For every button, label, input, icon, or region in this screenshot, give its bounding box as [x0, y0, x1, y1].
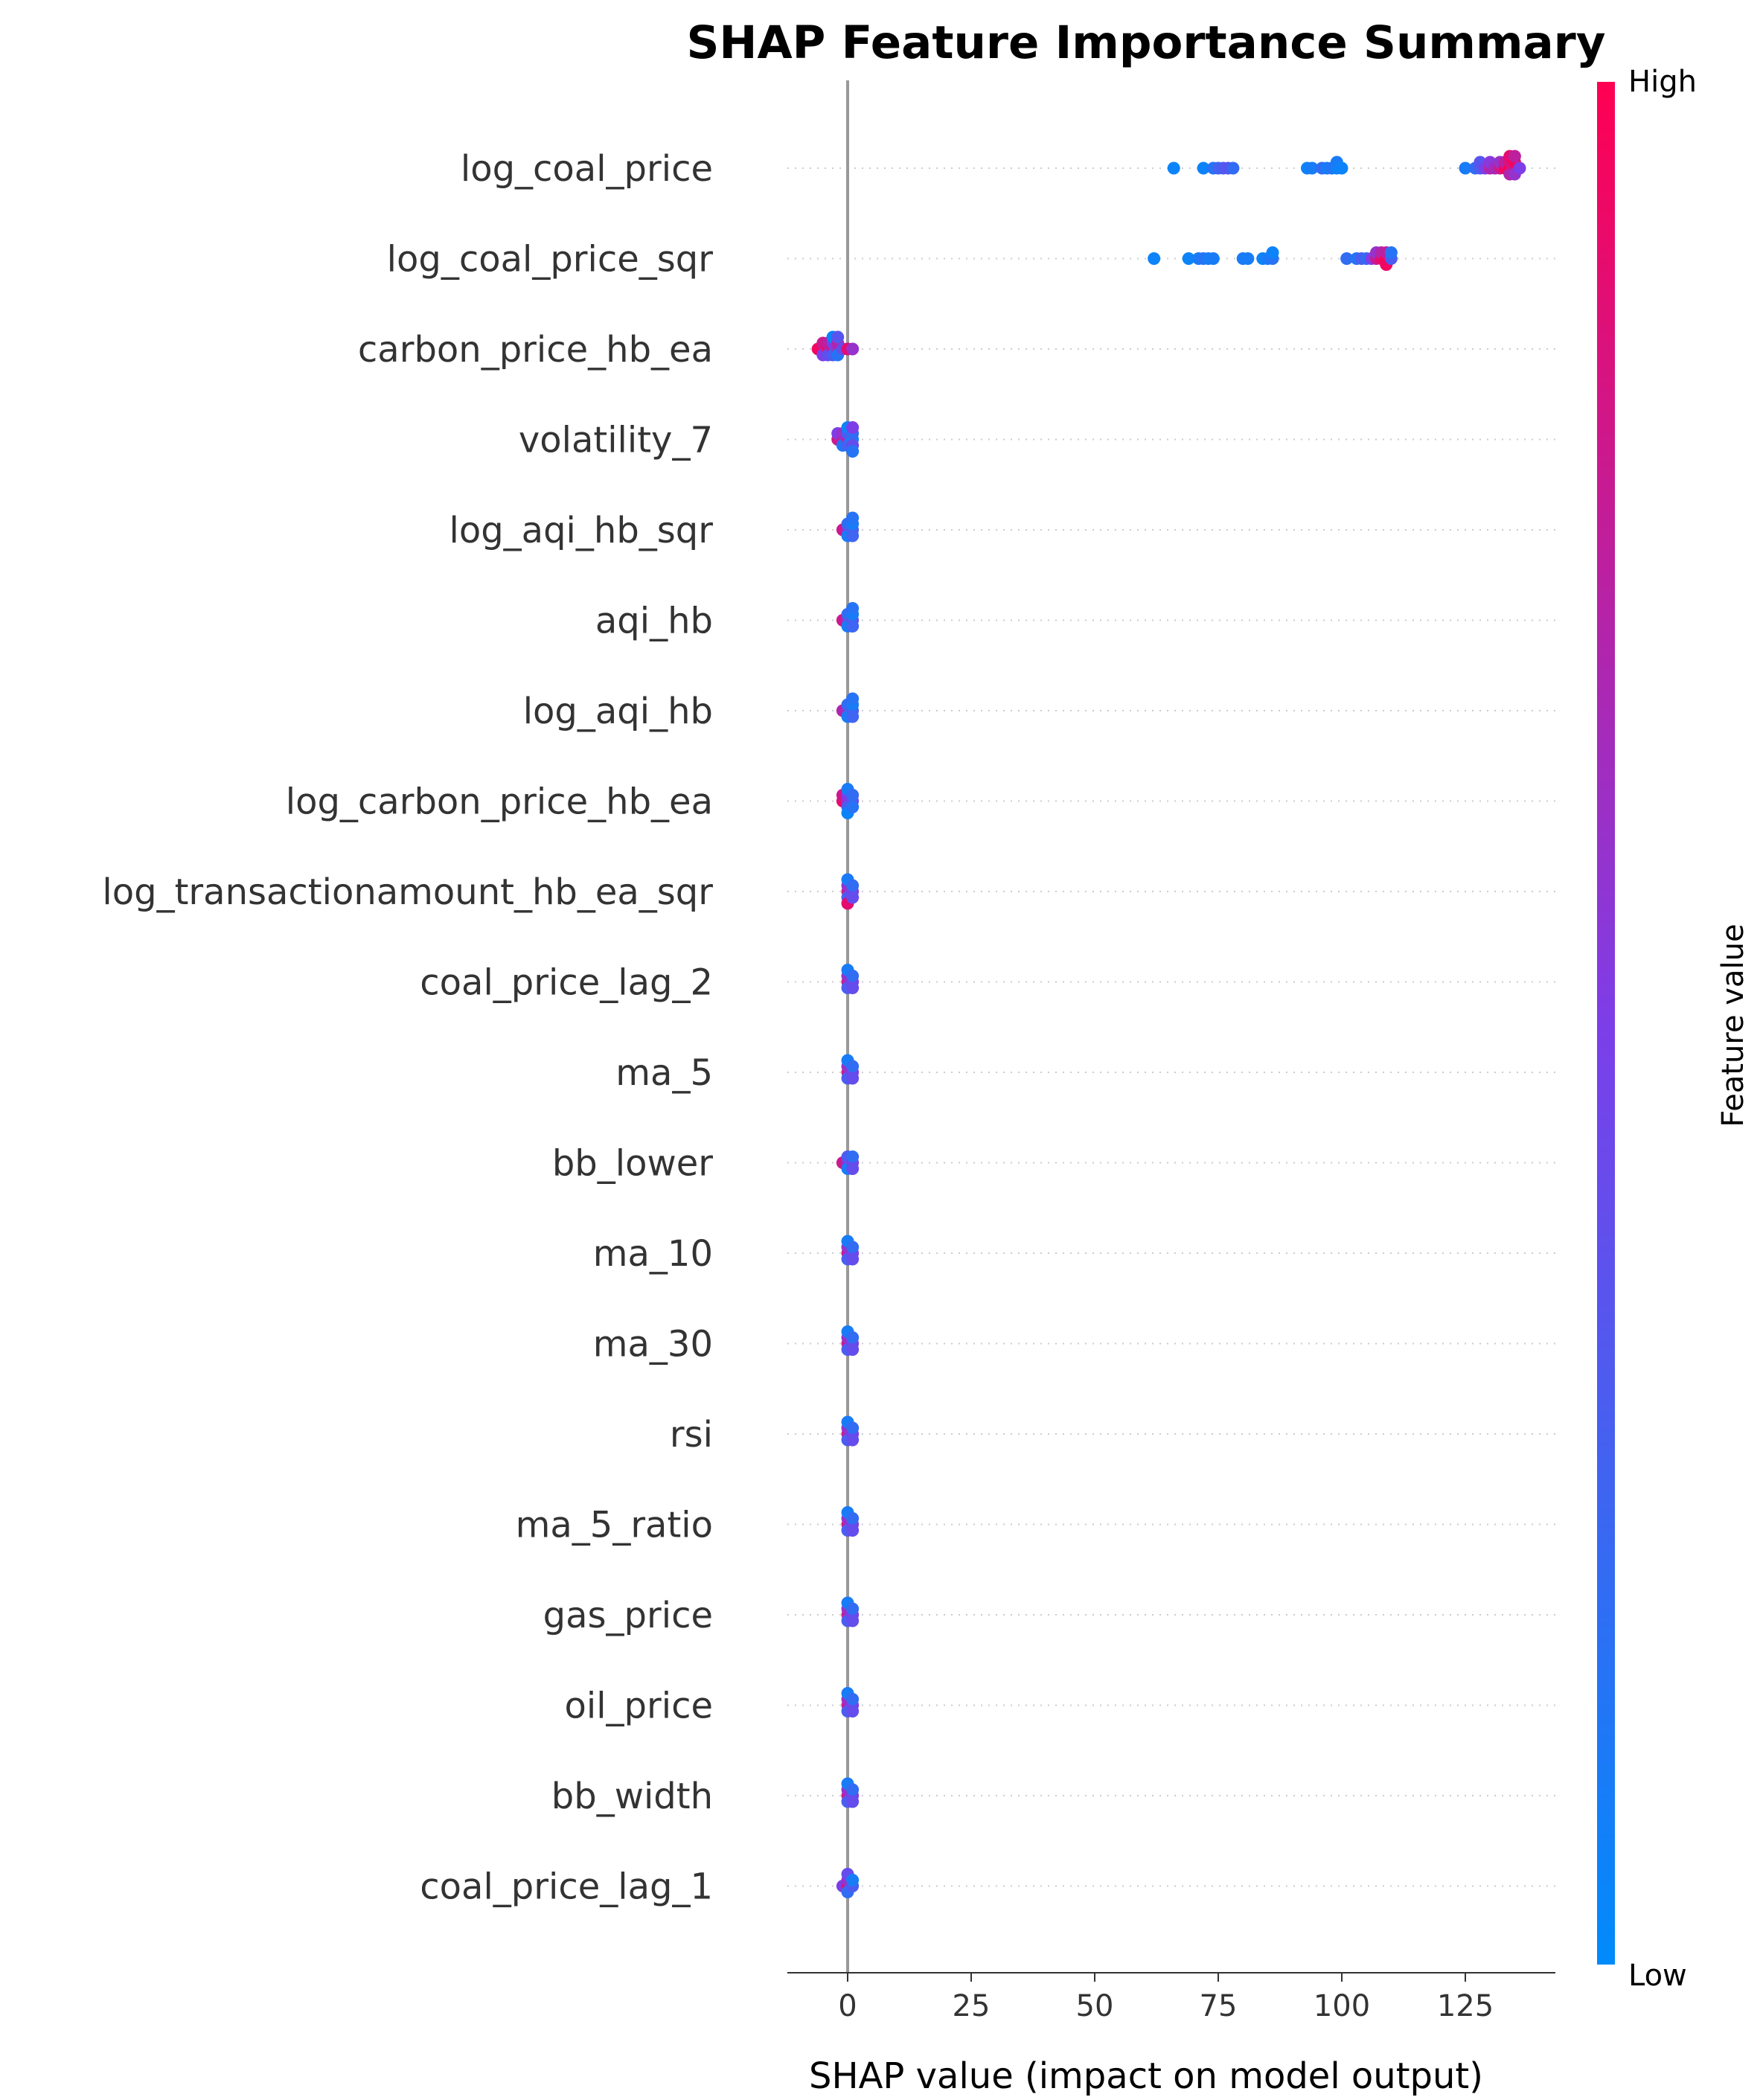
feature-label: log_coal_price_sqr: [387, 239, 714, 281]
shap-point: [1206, 252, 1220, 265]
shap-point: [846, 879, 860, 892]
shap-point: [846, 620, 860, 633]
feature-label: coal_price_lag_1: [420, 1866, 713, 1908]
shap-point: [846, 982, 860, 994]
shap-point: [1508, 150, 1521, 163]
x-tick-label: 50: [1076, 1989, 1114, 2023]
shap-point: [846, 529, 860, 542]
shap-point: [846, 421, 860, 434]
colorbar-low-label: Low: [1628, 1959, 1687, 1993]
feature-label: bb_lower: [552, 1143, 713, 1185]
shap-point: [846, 1783, 860, 1796]
colorbar-high-label: High: [1628, 65, 1697, 99]
shap-point: [846, 1614, 860, 1627]
feature-label: log_aqi_hb: [523, 691, 713, 732]
x-tick-label: 100: [1314, 1989, 1370, 2023]
x-tick-label: 125: [1437, 1989, 1494, 2023]
feature-label: rsi: [670, 1414, 713, 1456]
shap-point: [1459, 161, 1472, 175]
shap-point: [846, 710, 860, 723]
feature-label: gas_price: [543, 1595, 713, 1636]
shap-point: [846, 1705, 860, 1718]
shap-point: [1340, 252, 1354, 265]
feature-label: carbon_price_hb_ea: [358, 329, 713, 371]
feature-label: bb_width: [551, 1776, 713, 1817]
shap-point: [846, 692, 860, 705]
shap-point: [846, 1795, 860, 1808]
shap-point: [1182, 252, 1195, 265]
shap-point: [846, 1252, 860, 1266]
shap-point: [1148, 252, 1161, 265]
x-axis: 0 25 50 75 100 125: [787, 1972, 1555, 2023]
colorbar-gradient: [1597, 82, 1615, 1965]
shap-point: [1513, 161, 1526, 175]
shap-point: [1197, 161, 1210, 175]
colorbar-title: Feature value: [1716, 923, 1750, 1127]
shap-point: [846, 789, 860, 801]
shap-point: [846, 891, 860, 904]
shap-point: [846, 970, 860, 982]
x-axis-title: SHAP value (impact on model output): [809, 2055, 1483, 2097]
shap-point: [846, 511, 860, 525]
colorbar: High Low Feature value: [1597, 65, 1750, 1993]
feature-rows: log_coal_price log_coal_price_sqr carbon_p…: [102, 148, 1555, 1908]
shap-point: [1266, 246, 1279, 259]
chart-title: SHAP Feature Importance Summary: [686, 16, 1605, 69]
shap-point: [846, 1162, 860, 1175]
shap-point: [1335, 161, 1348, 175]
shap-point: [846, 602, 860, 615]
shap-point: [1384, 246, 1398, 259]
shap-point: [846, 1150, 860, 1163]
shap-point: [846, 1512, 860, 1525]
shap-point: [846, 1343, 860, 1356]
shap-point: [846, 1072, 860, 1085]
shap-point: [846, 1602, 860, 1616]
feature-label: log_transactionamount_hb_ea_sqr: [102, 871, 713, 913]
shap-point: [1305, 161, 1319, 175]
shap-point: [846, 1693, 860, 1706]
shap-point: [831, 330, 845, 344]
shap-point: [846, 342, 860, 356]
feature-label: log_coal_price: [461, 148, 713, 190]
shap-point: [846, 801, 860, 813]
feature-label: ma_10: [593, 1233, 713, 1275]
feature-label: ma_5_ratio: [516, 1505, 713, 1546]
shap-point: [1241, 252, 1255, 265]
feature-label: log_aqi_hb_sqr: [449, 510, 714, 551]
shap-point: [846, 1524, 860, 1537]
shap-point: [1167, 161, 1180, 175]
shap-point: [846, 1874, 860, 1886]
feature-label: volatility_7: [519, 420, 713, 461]
shap-point: [846, 445, 860, 458]
shap-points: [811, 150, 1526, 1898]
feature-label: log_carbon_price_hb_ea: [286, 781, 713, 823]
shap-point: [846, 1433, 860, 1447]
x-tick-label: 75: [1200, 1989, 1238, 2023]
shap-point: [846, 1060, 860, 1073]
feature-label: oil_price: [565, 1686, 714, 1727]
feature-label: aqi_hb: [595, 601, 713, 642]
feature-label: coal_price_lag_2: [420, 962, 713, 1004]
feature-label: ma_5: [615, 1052, 713, 1094]
shap-point: [1226, 161, 1240, 175]
x-tick-label: 0: [838, 1989, 857, 2023]
x-tick-label: 25: [953, 1989, 991, 2023]
shap-point: [846, 1421, 860, 1435]
feature-label: ma_30: [593, 1324, 713, 1366]
shap-point: [846, 1241, 860, 1254]
shap-point: [846, 1331, 860, 1344]
